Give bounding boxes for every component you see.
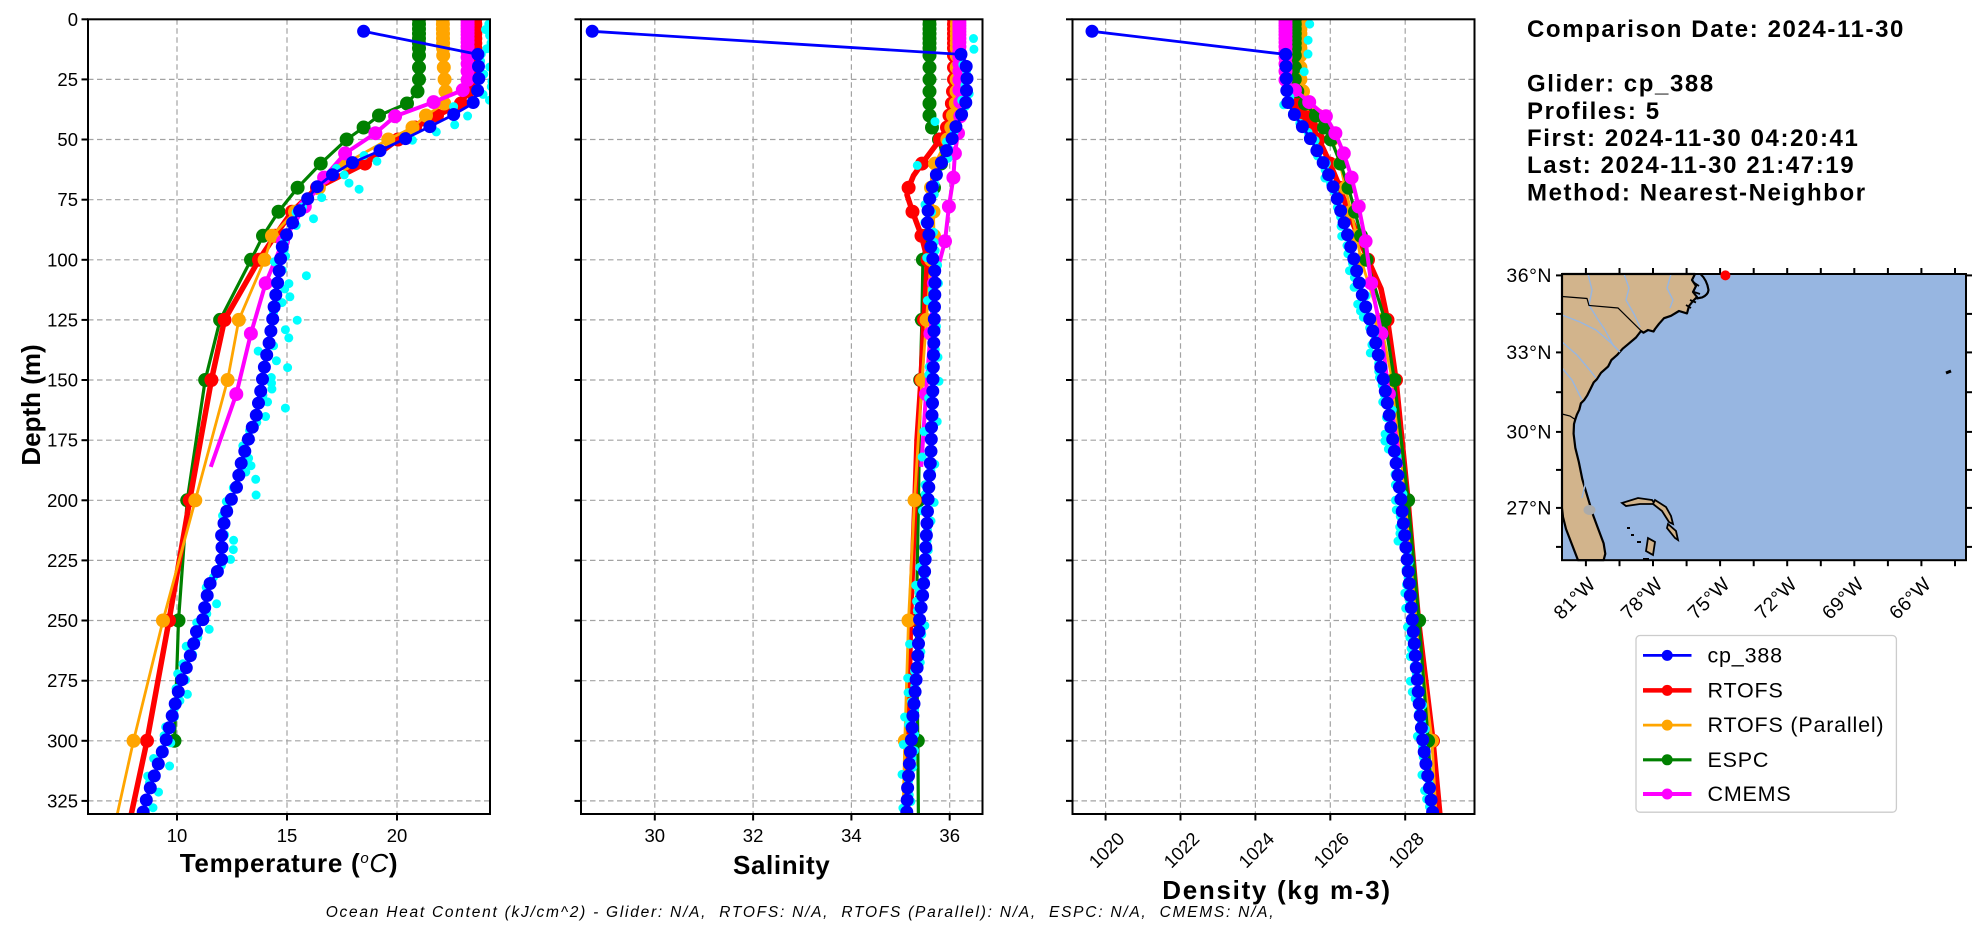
svg-text:275: 275: [47, 670, 78, 691]
svg-text:Profiles: 5: Profiles: 5: [1527, 98, 1661, 125]
svg-text:300: 300: [47, 730, 78, 751]
svg-text:Ocean Heat Content (kJ/cm^2) -: Ocean Heat Content (kJ/cm^2) - Glider: N…: [326, 904, 1276, 921]
svg-text:30: 30: [645, 825, 666, 846]
svg-text:Last: 2024-11-30 21:47:19: Last: 2024-11-30 21:47:19: [1527, 152, 1855, 179]
svg-text:0: 0: [68, 9, 78, 30]
svg-text:175: 175: [47, 430, 78, 451]
svg-text:27°N: 27°N: [1506, 497, 1552, 519]
svg-text:Method: Nearest-Neighbor: Method: Nearest-Neighbor: [1527, 180, 1867, 207]
svg-text:325: 325: [47, 790, 78, 811]
svg-text:Density (kg m-3): Density (kg m-3): [1162, 875, 1391, 905]
svg-text:ESPC: ESPC: [1708, 748, 1770, 772]
svg-text:75: 75: [57, 189, 78, 210]
svg-text:36: 36: [939, 825, 960, 846]
svg-text:First: 2024-11-30 04:20:41: First: 2024-11-30 04:20:41: [1527, 125, 1859, 152]
svg-text:20: 20: [387, 825, 408, 846]
svg-text:cp_388: cp_388: [1708, 643, 1783, 667]
svg-text:Comparison Date: 2024-11-30: Comparison Date: 2024-11-30: [1527, 16, 1905, 43]
svg-text:225: 225: [47, 550, 78, 571]
svg-text:30°N: 30°N: [1506, 421, 1552, 443]
svg-text:36°N: 36°N: [1506, 265, 1552, 287]
svg-text:25: 25: [57, 69, 78, 90]
svg-text:150: 150: [47, 370, 78, 391]
svg-text:34: 34: [841, 825, 862, 846]
svg-text:15: 15: [277, 825, 298, 846]
svg-text:Depth (m): Depth (m): [16, 344, 46, 465]
svg-text:RTOFS: RTOFS: [1708, 678, 1784, 702]
svg-text:50: 50: [57, 129, 78, 150]
svg-text:33°N: 33°N: [1506, 342, 1552, 364]
svg-text:RTOFS (Parallel): RTOFS (Parallel): [1708, 713, 1885, 737]
svg-text:Glider: cp_388: Glider: cp_388: [1527, 71, 1715, 98]
svg-text:Salinity: Salinity: [733, 850, 830, 880]
svg-text:CMEMS: CMEMS: [1708, 782, 1792, 806]
svg-text:125: 125: [47, 309, 78, 330]
svg-text:250: 250: [47, 610, 78, 631]
svg-text:32: 32: [743, 825, 764, 846]
svg-text:100: 100: [47, 249, 78, 270]
svg-text:10: 10: [167, 825, 188, 846]
svg-text:200: 200: [47, 490, 78, 511]
